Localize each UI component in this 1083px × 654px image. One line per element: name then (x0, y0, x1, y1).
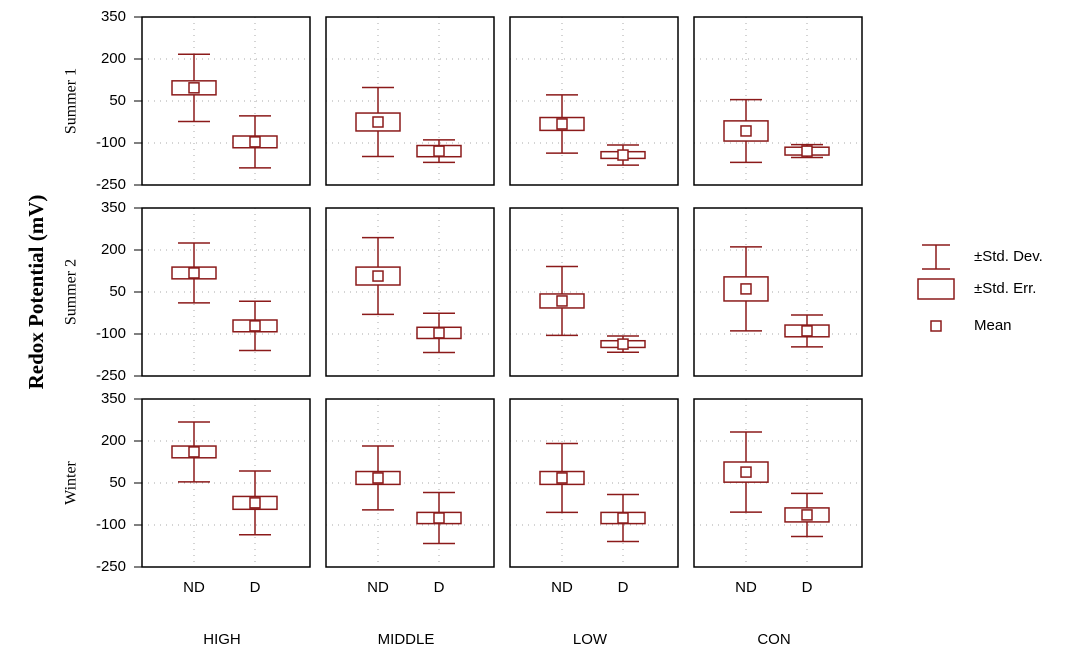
y-tick-label: 50 (109, 283, 126, 300)
mean-marker (617, 512, 629, 524)
mean-marker (556, 472, 568, 484)
mean-marker (433, 512, 445, 524)
y-tick-label: -100 (96, 134, 126, 151)
x-tick-label: ND (183, 579, 205, 596)
x-tick-label: ND (367, 579, 389, 596)
panel-frame (141, 398, 311, 568)
legend-key (930, 320, 942, 332)
panel-frame (693, 16, 863, 186)
mean-marker (249, 136, 261, 148)
panel-frame (141, 16, 311, 186)
row-label: Summer 1 (63, 68, 80, 134)
mean-marker (249, 497, 261, 509)
x-tick-label: D (434, 579, 445, 596)
legend-key (922, 244, 950, 270)
y-tick-label: -250 (96, 558, 126, 575)
column-label: HIGH (203, 631, 241, 648)
y-tick-label: -250 (96, 176, 126, 193)
mean-marker (372, 472, 384, 484)
y-tick-label: 350 (101, 390, 126, 407)
x-tick-label: ND (551, 579, 573, 596)
mean-marker (617, 338, 629, 350)
mean-marker (556, 295, 568, 307)
legend-label: ±Std. Dev. (974, 248, 1043, 265)
y-tick-label: -250 (96, 367, 126, 384)
column-label: CON (757, 631, 790, 648)
y-tick-label: 200 (101, 50, 126, 67)
y-tick-label: -100 (96, 516, 126, 533)
panel-frame (509, 398, 679, 568)
y-tick-label: 200 (101, 241, 126, 258)
mean-marker (556, 118, 568, 130)
panel-frame (325, 207, 495, 377)
panel-frame (509, 16, 679, 186)
y-tick-label: 50 (109, 474, 126, 491)
panel-frame (141, 207, 311, 377)
x-tick-label: D (250, 579, 261, 596)
mean-marker (801, 509, 813, 521)
y-tick-label: 50 (109, 92, 126, 109)
y-tick-label: -100 (96, 325, 126, 342)
column-label: LOW (573, 631, 608, 648)
mean-marker (372, 270, 384, 282)
legend-label: ±Std. Err. (974, 280, 1036, 297)
mean-marker (188, 446, 200, 458)
mean-marker (740, 466, 752, 478)
column-label: MIDDLE (378, 631, 435, 648)
legend-label: Mean (974, 317, 1012, 334)
row-label: Summer 2 (63, 259, 80, 325)
x-tick-label: ND (735, 579, 757, 596)
mean-marker (617, 149, 629, 161)
legend-key (917, 278, 955, 300)
row-label: Winter (63, 460, 80, 504)
mean-marker (801, 325, 813, 337)
mean-marker (801, 145, 813, 157)
mean-marker (188, 82, 200, 94)
panel-frame (325, 398, 495, 568)
y-axis-title: Redox Potential (mV) (24, 195, 48, 390)
x-tick-label: D (802, 579, 813, 596)
mean-marker (188, 267, 200, 279)
y-tick-label: 350 (101, 199, 126, 216)
y-tick-label: 200 (101, 432, 126, 449)
mean-marker (740, 125, 752, 137)
mean-marker (249, 320, 261, 332)
y-tick-label: 350 (101, 8, 126, 25)
panel-frame (693, 207, 863, 377)
mean-marker (433, 145, 445, 157)
mean-marker (372, 116, 384, 128)
x-tick-label: D (618, 579, 629, 596)
mean-marker (433, 327, 445, 339)
panel-frame (325, 16, 495, 186)
mean-marker (740, 283, 752, 295)
panel-frame (693, 398, 863, 568)
panel-frame (509, 207, 679, 377)
